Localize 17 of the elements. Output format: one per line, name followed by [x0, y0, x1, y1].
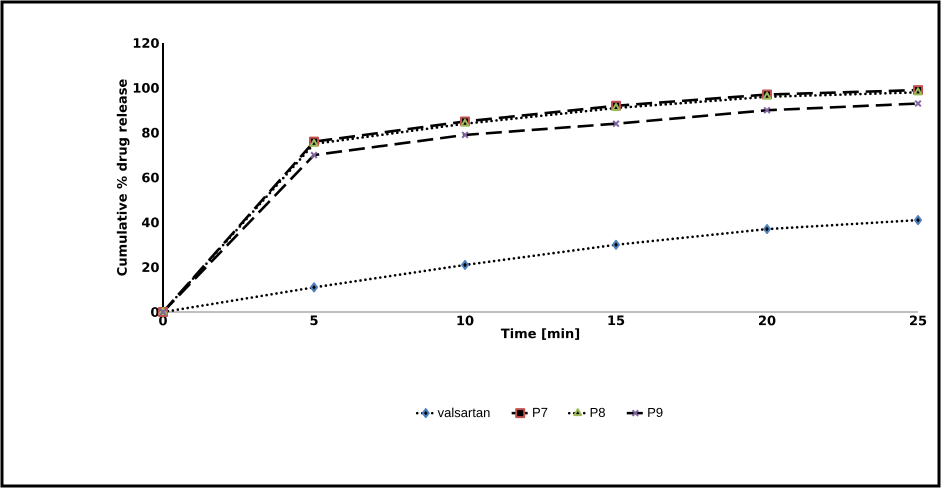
x-tick-label: 25: [910, 316, 926, 326]
y-tick-label: 60: [142, 172, 159, 182]
legend-label: P7: [533, 408, 548, 417]
x-tick-label: 10: [457, 316, 474, 326]
y-tick-label: 80: [142, 128, 159, 138]
y-tick-label: 40: [142, 217, 159, 228]
legend-label: valsartan: [438, 408, 490, 418]
legend-label: P9: [648, 408, 662, 418]
x-tick-label: 15: [608, 316, 624, 326]
y-tick-label: 20: [142, 262, 159, 272]
x-tick-label: 5: [310, 316, 318, 326]
x-tick-label: 20: [758, 316, 776, 326]
x-axis-title: Time [min]: [500, 328, 580, 340]
y-axis-title: Cumulative % drug release: [116, 79, 130, 276]
legend-label: P8: [590, 408, 605, 418]
y-tick-label: 100: [134, 82, 159, 93]
y-tick-label: 120: [134, 38, 159, 48]
